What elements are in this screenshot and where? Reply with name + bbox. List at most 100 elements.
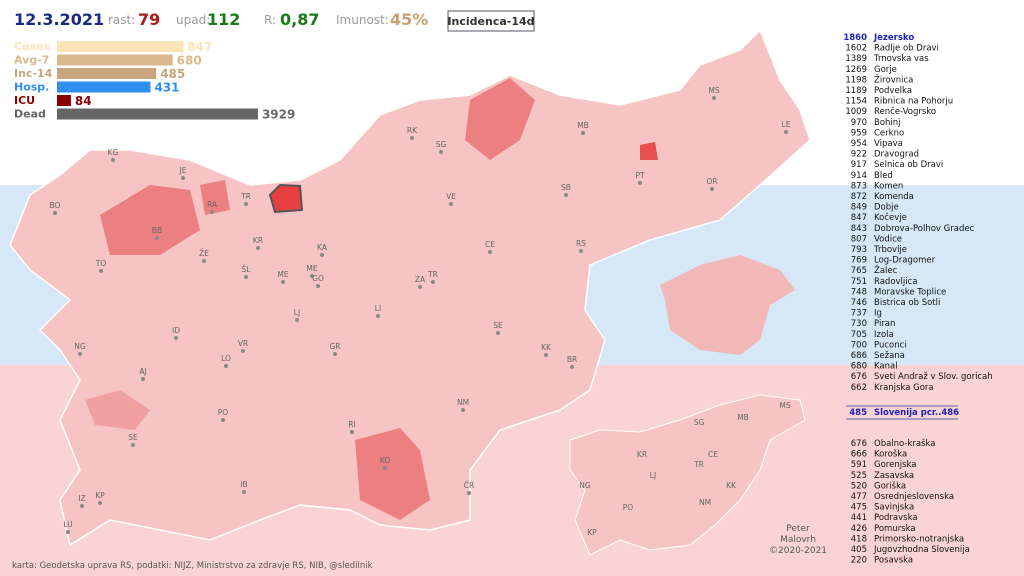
map-label: ČR bbox=[464, 481, 474, 490]
stat-value: 3929 bbox=[262, 108, 295, 122]
map-label: RK bbox=[407, 126, 418, 135]
decline: 112 bbox=[207, 10, 240, 29]
map-label: BR bbox=[567, 355, 577, 364]
map-dot bbox=[210, 210, 214, 214]
ranking-value: 676 bbox=[851, 372, 867, 382]
region-name: Pomurska bbox=[874, 524, 916, 534]
region-name: Osrednjeslovenska bbox=[874, 492, 954, 502]
map-label: MS bbox=[708, 86, 719, 95]
map-label: TR bbox=[240, 192, 251, 201]
ranking-name: Vodice bbox=[874, 234, 902, 244]
incidence-button-box[interactable] bbox=[447, 10, 535, 32]
ranking-name: Bled bbox=[874, 171, 893, 181]
stat-bar bbox=[57, 54, 173, 66]
ranking-name: Trnovska vas bbox=[873, 54, 929, 64]
immunity-label: Imunost: bbox=[336, 13, 389, 27]
map-dot bbox=[174, 336, 178, 340]
ranking-value: 751 bbox=[851, 277, 867, 287]
stat-bar bbox=[57, 68, 157, 79]
region-value: 477 bbox=[851, 492, 867, 502]
map-label: TR bbox=[427, 270, 438, 279]
ranking-name: Puconci bbox=[874, 340, 907, 350]
growth-label: rast: bbox=[108, 13, 135, 27]
stat-bar bbox=[57, 81, 151, 93]
map-label: OR bbox=[706, 177, 717, 186]
inset-label: SG bbox=[694, 418, 705, 427]
stat-value: 847 bbox=[187, 40, 212, 54]
ranking-name: Dobrova-Polhov Gradec bbox=[874, 224, 975, 234]
hotspots bbox=[85, 78, 658, 520]
region-name: Jugovzhodna Slovenija bbox=[873, 545, 970, 555]
ranking-name: Sežana bbox=[874, 351, 905, 361]
ranking-name: Bistrica ob Sotli bbox=[874, 298, 940, 308]
ranking-value: 769 bbox=[851, 256, 867, 266]
map-dot bbox=[310, 274, 314, 278]
stat-label: Cases bbox=[14, 40, 51, 53]
region-value: 475 bbox=[851, 503, 867, 513]
map-dot bbox=[111, 158, 115, 162]
map-dot bbox=[570, 365, 574, 369]
stat-label: ICU bbox=[14, 94, 35, 107]
map-label: AJ bbox=[139, 367, 146, 376]
map-label: SB bbox=[561, 183, 571, 192]
ranking-name: Log-Dragomer bbox=[874, 256, 936, 266]
region-value: 525 bbox=[851, 471, 867, 481]
map-dot bbox=[131, 443, 135, 447]
ranking-name: Ig bbox=[874, 309, 882, 319]
map-label: KK bbox=[541, 343, 552, 352]
map-label: ID bbox=[172, 326, 180, 335]
map-label: ME bbox=[306, 264, 317, 273]
map-label: ME bbox=[277, 270, 288, 279]
stat-label: Hosp. bbox=[14, 81, 49, 94]
map-dot bbox=[431, 280, 435, 284]
map-dot bbox=[221, 418, 225, 422]
map-label: TO bbox=[95, 259, 107, 268]
region-value: 591 bbox=[851, 460, 867, 470]
region-name: Primorsko-notranjska bbox=[874, 534, 964, 544]
map-dot bbox=[410, 136, 414, 140]
map-dot bbox=[350, 430, 354, 434]
ranking-value: 914 bbox=[851, 171, 867, 181]
map-dot bbox=[99, 269, 103, 273]
map-dot bbox=[383, 466, 387, 470]
ranking-value: 730 bbox=[851, 319, 867, 329]
map-dot bbox=[98, 501, 102, 505]
ranking-value: 849 bbox=[851, 203, 867, 213]
stat-bar bbox=[57, 41, 184, 52]
inset-label: KK bbox=[726, 481, 737, 490]
region-value: 418 bbox=[851, 534, 867, 544]
region-name: Gorenjska bbox=[874, 460, 916, 470]
map-label: SE bbox=[128, 433, 138, 442]
ranking-name: Cerkno bbox=[874, 128, 904, 138]
map-label: SG bbox=[436, 140, 447, 149]
region-value: 405 bbox=[851, 545, 867, 555]
map-dot bbox=[241, 349, 245, 353]
map-dot bbox=[155, 236, 159, 240]
ranking-value: 1154 bbox=[845, 97, 867, 107]
region-name: Zasavska bbox=[874, 471, 914, 481]
national-value: 485 bbox=[849, 408, 867, 418]
stat-label: Inc-14 bbox=[14, 67, 53, 80]
map-dot bbox=[638, 181, 642, 185]
region-name: Koroška bbox=[874, 449, 907, 460]
ranking-name: Kočevje bbox=[874, 212, 907, 223]
date: 12.3.2021 bbox=[14, 10, 104, 29]
ranking-value: 765 bbox=[851, 266, 867, 276]
inset-label: TR bbox=[693, 460, 704, 469]
map-label: RI bbox=[348, 420, 355, 429]
author: Peter bbox=[786, 524, 810, 534]
ranking-name: Komenda bbox=[874, 192, 914, 202]
map-label: LO bbox=[221, 354, 231, 363]
inset-label: NG bbox=[579, 481, 591, 490]
map-dot bbox=[320, 253, 324, 257]
map-dot bbox=[256, 246, 260, 250]
map-label: LE bbox=[782, 120, 791, 129]
ranking-name: Bohinj bbox=[874, 118, 901, 128]
ranking-value: 1602 bbox=[845, 44, 867, 54]
map-label: VR bbox=[238, 339, 248, 348]
incidence-button[interactable]: Incidenca-14d bbox=[447, 15, 534, 28]
ranking-name: Trbovlje bbox=[873, 245, 907, 255]
ranking-name: Kranjska Gora bbox=[874, 383, 934, 393]
map-label: ŠL bbox=[242, 265, 252, 274]
author: Malovrh bbox=[780, 535, 816, 545]
